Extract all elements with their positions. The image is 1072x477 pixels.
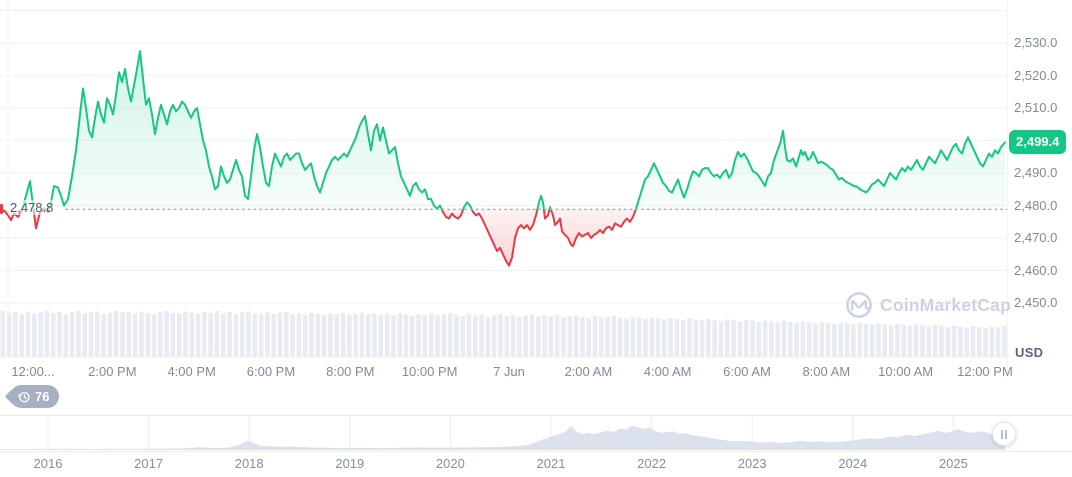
price-line-chart [0, 0, 1007, 358]
navigator-year-label: 2018 [234, 456, 264, 471]
coinmarketcap-logo-icon [846, 292, 872, 318]
y-axis-tick-label: 2,530.0 [1014, 35, 1058, 50]
x-axis-tick-label: 10:00 PM [401, 364, 458, 379]
x-axis-tick-label: 2:00 PM [88, 364, 137, 379]
y-axis-tick-label: 2,480.0 [1014, 197, 1058, 213]
main-chart-plot-area[interactable] [0, 0, 1007, 358]
y-axis-tick-label: 2,520.0 [1014, 67, 1058, 83]
y-axis-tick-label: 2,460.0 [1014, 262, 1058, 278]
x-axis: 12:00... 2:00 PM 4:00 PM 6:00 PM 8:00 PM 10:0… [0, 364, 1012, 380]
x-axis-tick-label: 12:00 PM [957, 364, 1013, 379]
x-axis-tick-label: 6:00 AM [723, 364, 771, 379]
navigator-year-label: 2024 [838, 456, 868, 471]
navigator-year-axis: 2016 2017 2018 2019 2020 2021 2022 2023 2024 2025 [0, 456, 1072, 472]
navigator-drag-handle[interactable] [992, 422, 1016, 446]
threshold-price-label: 2,478.8 [8, 200, 56, 215]
history-marker-badge[interactable]: 76 [10, 385, 60, 408]
watermark-text: CoinMarketCap [880, 294, 1011, 315]
y-axis: USD 2,530.0 2,520.0 2,510.0 2,490.0 2,480.0 2… [1007, 0, 1072, 380]
x-axis-tick-label: 8:00 PM [326, 364, 375, 379]
history-clock-icon [18, 391, 30, 402]
navigator-year-label: 2020 [435, 456, 465, 471]
drag-handle-grip-icon [1005, 429, 1007, 439]
x-axis-tick-label: 4:00 PM [167, 364, 216, 379]
x-axis-tick-label: 10:00 AM [878, 364, 934, 379]
current-price-badge: 2,499.4 [1009, 130, 1067, 155]
navigator-year-label: 2022 [637, 456, 667, 471]
x-axis-tick-label: 7 Jun [493, 364, 525, 379]
y-axis-tick-label: 2,450.0 [1014, 295, 1058, 310]
x-axis-tick-label: 8:00 AM [802, 364, 851, 379]
x-axis-tick-label: 2:00 AM [564, 364, 613, 379]
x-axis-tick-label: 12:00... [11, 364, 55, 379]
open-price-tick [0, 204, 3, 214]
history-marker-count: 76 [35, 389, 50, 404]
navigator-year-label: 2025 [938, 456, 968, 471]
navigator-year-label: 2021 [536, 456, 566, 471]
y-axis-tick-label: 2,470.0 [1014, 230, 1058, 245]
y-axis-tick-label: 2,490.0 [1014, 165, 1058, 180]
x-axis-tick-label: 4:00 AM [643, 364, 692, 379]
drag-handle-grip-icon [1001, 429, 1003, 439]
watermark: CoinMarketCap [845, 291, 1011, 319]
navigator-year-label: 2017 [134, 456, 164, 471]
navigator-area-chart [0, 416, 1005, 451]
y-axis-tick-label: 2,510.0 [1014, 100, 1058, 115]
currency-unit-label: USD [1015, 345, 1044, 360]
x-axis-tick-label: 6:00 PM [246, 364, 296, 379]
range-navigator[interactable] [0, 415, 1072, 452]
navigator-year-label: 2023 [737, 456, 767, 471]
navigator-year-label: 2019 [335, 456, 365, 471]
navigator-year-label: 2016 [33, 456, 63, 471]
